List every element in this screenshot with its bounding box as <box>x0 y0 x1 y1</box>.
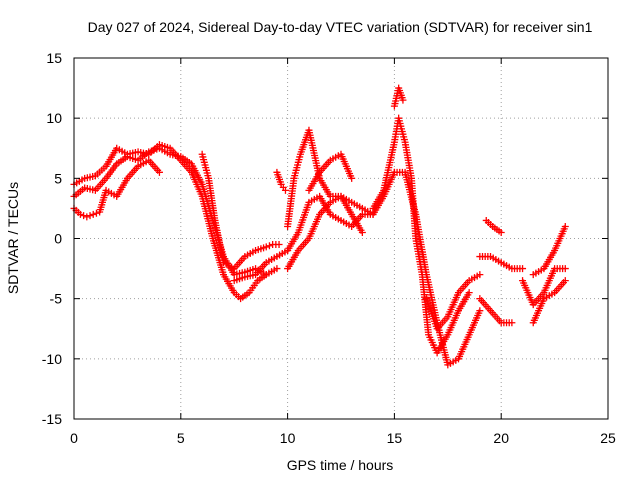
data-point <box>519 265 527 273</box>
x-tick-label: 15 <box>387 430 403 446</box>
series-sat-a <box>70 141 281 303</box>
series-sat-t <box>529 222 569 279</box>
data-point <box>273 265 281 273</box>
y-tick-label: 15 <box>46 50 62 66</box>
series-sat-o <box>476 253 527 273</box>
series-sat-r <box>519 265 569 309</box>
y-axis-label: SDTVAR / TECUs <box>5 182 21 294</box>
data-point <box>265 242 273 250</box>
y-tick-label: -10 <box>42 351 62 367</box>
data-point <box>348 174 356 182</box>
data-point <box>92 209 100 217</box>
series-sat-f <box>273 168 289 194</box>
series-sat-e <box>230 247 292 285</box>
axis-ticks: 0 5 10 15 20 25 -15 -10 -5 0 5 10 15 <box>42 50 616 446</box>
data-point <box>155 168 163 176</box>
grid <box>74 58 608 419</box>
data-point <box>83 213 91 221</box>
series-sat-p <box>482 216 505 236</box>
series-sat-c <box>70 156 163 221</box>
data-point <box>508 319 516 327</box>
series-sat-d <box>198 150 283 273</box>
series-sat-h <box>284 168 398 255</box>
data-point <box>476 307 484 315</box>
x-tick-label: 20 <box>493 430 509 446</box>
series-sat-k <box>369 114 473 357</box>
data-point <box>465 289 473 297</box>
x-tick-label: 0 <box>70 430 78 446</box>
data-point <box>497 228 505 236</box>
data-point <box>262 243 270 251</box>
series-sat-i <box>284 192 366 273</box>
y-tick-label: -15 <box>42 411 62 427</box>
series-sat-q <box>476 295 516 327</box>
x-tick-label: 10 <box>280 430 296 446</box>
y-tick-label: -5 <box>50 291 63 307</box>
data-point <box>281 186 289 194</box>
data-point <box>358 228 366 236</box>
chart-title: Day 027 of 2024, Sidereal Day-to-day VTE… <box>88 19 593 35</box>
x-tick-label: 25 <box>600 430 616 446</box>
x-axis-label: GPS time / hours <box>287 457 394 473</box>
series-sat-s <box>529 277 569 327</box>
y-tick-label: 10 <box>46 110 62 126</box>
x-tick-label: 5 <box>177 430 185 446</box>
series-sat-m <box>390 168 484 369</box>
data-point <box>262 271 270 279</box>
y-tick-label: 5 <box>54 170 62 186</box>
data-point <box>561 222 569 230</box>
data-point <box>76 210 84 218</box>
data-points <box>70 84 569 369</box>
y-tick-label: 0 <box>54 231 62 247</box>
data-point <box>399 96 407 104</box>
data-point <box>275 241 283 249</box>
series-sat-l <box>390 84 407 110</box>
data-point <box>80 212 88 220</box>
series-sat-n <box>422 271 484 333</box>
data-point <box>89 210 97 218</box>
data-point <box>476 271 484 279</box>
series-sat-j <box>305 150 356 194</box>
data-point <box>561 265 569 273</box>
data-point <box>561 277 569 285</box>
data-point <box>86 212 94 220</box>
